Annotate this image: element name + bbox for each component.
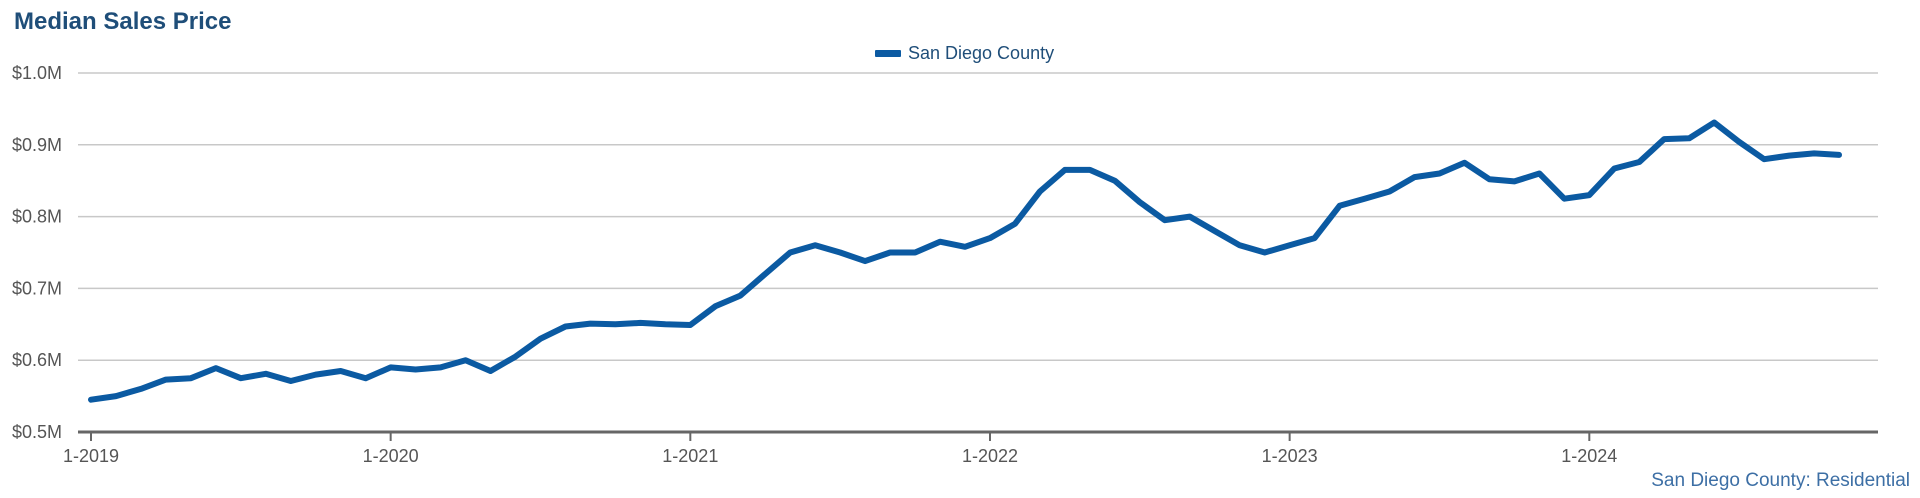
data-point-2021-11[interactable] [934, 236, 946, 248]
data-point-2024-09[interactable] [1783, 150, 1795, 162]
data-point-2022-09[interactable] [1184, 211, 1196, 223]
data-point-2019-02[interactable] [110, 390, 122, 402]
data-point-2021-06[interactable] [809, 239, 821, 251]
data-point-2024-02[interactable] [1608, 163, 1620, 175]
source-note: San Diego County: Residential [1651, 470, 1910, 491]
data-point-2024-06[interactable] [1708, 117, 1720, 129]
data-point-2019-04[interactable] [160, 374, 172, 386]
data-point-2019-11[interactable] [335, 365, 347, 377]
data-point-2019-09[interactable] [285, 375, 297, 387]
data-point-2019-03[interactable] [135, 383, 147, 395]
data-point-2023-11[interactable] [1533, 168, 1545, 180]
data-point-2024-04[interactable] [1658, 133, 1670, 145]
y-tick-label-5: $1.0M [12, 63, 62, 83]
data-point-2023-05[interactable] [1384, 186, 1396, 198]
data-point-2023-10[interactable] [1508, 175, 1520, 187]
data-point-2021-10[interactable] [909, 247, 921, 259]
data-point-2023-08[interactable] [1459, 157, 1471, 169]
legend-label-san-diego-county: San Diego County [908, 43, 1054, 63]
data-point-2023-12[interactable] [1558, 193, 1570, 205]
data-point-2024-10[interactable] [1808, 147, 1820, 159]
data-point-2024-07[interactable] [1733, 136, 1745, 148]
x-tick-label-2: 1-2021 [662, 446, 718, 466]
data-point-2022-02[interactable] [1009, 218, 1021, 230]
y-tick-label-1: $0.6M [12, 350, 62, 370]
data-point-2019-07[interactable] [235, 372, 247, 384]
data-point-2019-01[interactable] [85, 394, 97, 406]
data-point-2022-11[interactable] [1234, 239, 1246, 251]
y-tick-label-2: $0.7M [12, 278, 62, 298]
legend-swatch-san-diego-county [875, 50, 901, 57]
data-point-2022-08[interactable] [1159, 214, 1171, 226]
data-point-2024-01[interactable] [1583, 189, 1595, 201]
data-point-2021-12[interactable] [959, 241, 971, 253]
x-tick-label-0: 1-2019 [63, 446, 119, 466]
data-point-2021-04[interactable] [759, 268, 771, 280]
data-point-2021-09[interactable] [884, 247, 896, 259]
data-point-2023-07[interactable] [1434, 168, 1446, 180]
data-point-2022-06[interactable] [1109, 175, 1121, 187]
x-axis: 1-2019 1-2020 1-2021 1-2022 1-2023 1-2024 [63, 430, 1878, 466]
data-point-2020-03[interactable] [435, 361, 447, 373]
data-point-2020-04[interactable] [460, 354, 472, 366]
data-point-2023-09[interactable] [1483, 173, 1495, 185]
data-point-2020-09[interactable] [584, 318, 596, 330]
data-point-2021-01[interactable] [684, 319, 696, 331]
data-point-2021-08[interactable] [859, 255, 871, 267]
data-point-2021-03[interactable] [734, 290, 746, 302]
data-point-2020-10[interactable] [609, 318, 621, 330]
series-layer [85, 117, 1845, 406]
y-tick-label-3: $0.8M [12, 207, 62, 227]
chart-title: Median Sales Price [14, 8, 232, 35]
data-point-2024-03[interactable] [1633, 156, 1645, 168]
data-point-2020-02[interactable] [410, 364, 422, 376]
y-tick-label-0: $0.5M [12, 422, 62, 442]
x-tick-label-3: 1-2022 [962, 446, 1018, 466]
data-point-2022-04[interactable] [1059, 164, 1071, 176]
data-point-2022-12[interactable] [1259, 247, 1271, 259]
data-point-2020-11[interactable] [634, 317, 646, 329]
data-point-2022-10[interactable] [1209, 225, 1221, 237]
data-point-2022-03[interactable] [1034, 186, 1046, 198]
data-point-2020-12[interactable] [659, 318, 671, 330]
gridlines [78, 72, 1878, 361]
x-tick-label-4: 1-2023 [1262, 446, 1318, 466]
data-point-2024-05[interactable] [1683, 132, 1695, 144]
data-point-2024-08[interactable] [1758, 153, 1770, 165]
x-tick-label-5: 1-2024 [1561, 446, 1617, 466]
series-line-0[interactable] [88, 119, 1842, 403]
data-point-2020-05[interactable] [485, 365, 497, 377]
data-point-2023-02[interactable] [1309, 232, 1321, 244]
data-point-2022-05[interactable] [1084, 164, 1096, 176]
data-point-2019-12[interactable] [360, 372, 372, 384]
x-tick-label-1: 1-2020 [363, 446, 419, 466]
data-point-2021-02[interactable] [709, 300, 721, 312]
data-point-2019-10[interactable] [310, 369, 322, 381]
data-point-2021-07[interactable] [834, 247, 846, 259]
legend[interactable]: San Diego County [875, 43, 1054, 63]
data-point-2019-08[interactable] [260, 368, 272, 380]
data-point-2023-01[interactable] [1284, 239, 1296, 251]
data-point-2022-01[interactable] [984, 232, 996, 244]
y-axis-ticks: $0.5M $0.6M $0.7M $0.8M $0.9M $1.0M [12, 63, 62, 442]
data-point-2023-06[interactable] [1409, 171, 1421, 183]
data-point-2019-05[interactable] [185, 372, 197, 384]
data-point-2020-07[interactable] [535, 333, 547, 345]
data-point-2019-06[interactable] [210, 362, 222, 374]
data-point-2020-01[interactable] [385, 361, 397, 373]
data-point-2023-04[interactable] [1359, 193, 1371, 205]
y-tick-label-4: $0.9M [12, 135, 62, 155]
data-point-2020-08[interactable] [560, 321, 572, 333]
data-point-2020-06[interactable] [510, 351, 522, 363]
data-point-2022-07[interactable] [1134, 196, 1146, 208]
data-point-2024-11[interactable] [1833, 149, 1845, 161]
data-point-2023-03[interactable] [1334, 200, 1346, 212]
data-point-2021-05[interactable] [784, 247, 796, 259]
